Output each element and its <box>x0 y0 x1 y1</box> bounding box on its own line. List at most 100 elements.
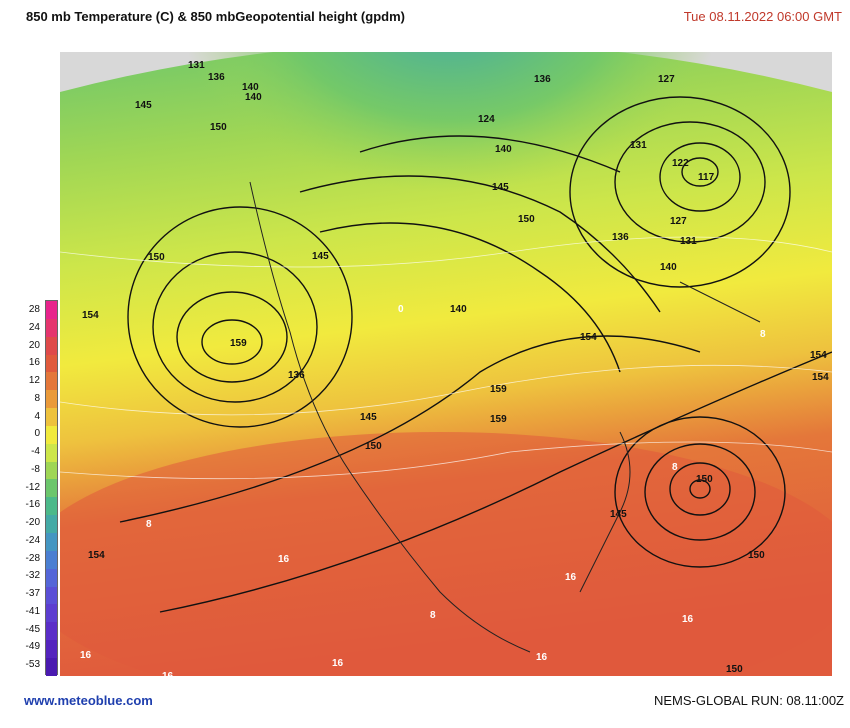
height-label: 159 <box>230 338 247 349</box>
chart-title: 850 mb Temperature (C) & 850 mbGeopotent… <box>26 9 405 24</box>
height-label: 150 <box>518 214 535 225</box>
legend-swatch <box>46 568 57 587</box>
height-label: 140 <box>660 262 677 273</box>
legend-swatch <box>46 586 57 605</box>
legend-color-bar <box>45 300 58 676</box>
legend-swatch <box>46 318 57 337</box>
legend-label: -4 <box>31 446 40 457</box>
legend-label: 20 <box>28 339 40 351</box>
valid-datetime: Tue 08.11.2022 06:00 GMT <box>683 9 842 24</box>
height-label: 16 <box>536 652 548 663</box>
legend-swatch <box>46 640 57 658</box>
legend-swatch <box>46 532 57 551</box>
height-label: 140 <box>450 304 467 315</box>
height-label: 131 <box>630 140 647 151</box>
warm-air-region <box>60 432 832 676</box>
legend-swatch <box>46 622 57 641</box>
height-label: 16 <box>80 650 92 661</box>
height-label: 8 <box>672 462 678 473</box>
legend-swatch <box>46 425 57 444</box>
legend-label: -45 <box>25 623 40 635</box>
legend-label: -12 <box>25 481 40 493</box>
height-label: 154 <box>82 310 99 321</box>
height-label: 145 <box>492 182 509 193</box>
legend-label: -8 <box>31 463 40 475</box>
legend-label: 12 <box>28 375 40 386</box>
legend-swatch <box>46 354 57 373</box>
height-label: 154 <box>812 372 829 383</box>
legend-swatch <box>46 408 57 426</box>
legend-swatch <box>46 461 57 480</box>
legend-label: -24 <box>25 534 40 546</box>
height-label: 145 <box>135 100 152 111</box>
height-label: 16 <box>278 554 290 565</box>
legend-label: -41 <box>25 605 40 617</box>
height-label: 150 <box>210 122 227 133</box>
legend-swatch <box>46 479 57 498</box>
height-label: 150 <box>148 252 165 263</box>
height-label: 154 <box>580 332 597 343</box>
height-label: 0 <box>398 304 404 315</box>
height-label: 136 <box>612 232 629 243</box>
color-legend: 28 24 20 16 12 8 4 0 -4 -8 -12 -16 -20 -24 -28 -32 -37 -4… <box>0 300 60 676</box>
legend-swatch <box>46 657 57 676</box>
legend-label: 16 <box>28 357 40 369</box>
height-label: 131 <box>680 236 697 247</box>
legend-label: -32 <box>25 570 40 582</box>
legend-label: -49 <box>25 641 40 653</box>
legend-swatch <box>46 390 57 409</box>
height-label: 136 <box>288 370 305 381</box>
height-label: 16 <box>565 572 577 583</box>
height-label: 8 <box>430 610 436 621</box>
height-label: 150 <box>365 441 382 452</box>
legend-label: -53 <box>25 659 40 670</box>
height-label: 145 <box>360 412 377 423</box>
site-link[interactable]: www.meteoblue.com <box>24 693 153 708</box>
height-label: 145 <box>312 251 329 262</box>
temperature-isotherms <box>60 236 832 480</box>
legend-swatch <box>46 372 57 391</box>
height-label: 131 <box>188 60 205 71</box>
legend-swatch <box>46 301 57 319</box>
height-label: 16 <box>332 658 344 669</box>
height-label: 16 <box>682 614 694 625</box>
legend-label: -16 <box>25 499 40 511</box>
height-label: 136 <box>208 72 225 83</box>
height-label: 122 <box>672 158 689 169</box>
height-label: 150 <box>726 664 743 675</box>
legend-label: 4 <box>34 410 40 422</box>
height-contours <box>119 96 832 613</box>
height-label: 150 <box>748 550 765 561</box>
legend-swatch <box>46 515 57 533</box>
height-label: 159 <box>490 414 507 425</box>
height-label: 154 <box>810 350 827 361</box>
legend-label: 28 <box>28 304 40 315</box>
legend-swatch <box>46 336 57 355</box>
height-label: 16 <box>162 671 174 676</box>
height-label: 127 <box>658 74 675 85</box>
legend-label: -20 <box>25 517 40 528</box>
height-label: 127 <box>670 216 687 227</box>
legend-label: -28 <box>25 552 40 564</box>
legend-swatch <box>46 443 57 462</box>
height-label: 140 <box>242 82 259 93</box>
height-label: 140 <box>495 144 512 155</box>
legend-label: 8 <box>34 392 40 404</box>
height-label: 117 <box>698 172 715 183</box>
model-run: NEMS-GLOBAL RUN: 08.11:00Z <box>653 693 844 708</box>
height-label: 154 <box>88 550 105 561</box>
height-label: 8 <box>146 519 152 530</box>
height-label: 145 <box>610 509 627 520</box>
height-label: 159 <box>490 384 507 395</box>
height-label: 140 <box>245 92 262 103</box>
legend-swatch <box>46 604 57 623</box>
legend-label: -37 <box>25 588 40 599</box>
legend-label: 0 <box>34 428 40 440</box>
height-label: 8 <box>760 329 766 340</box>
legend-swatch <box>46 497 57 516</box>
coastlines <box>249 181 761 653</box>
legend-label: 24 <box>28 321 40 333</box>
height-label: 124 <box>478 114 495 125</box>
